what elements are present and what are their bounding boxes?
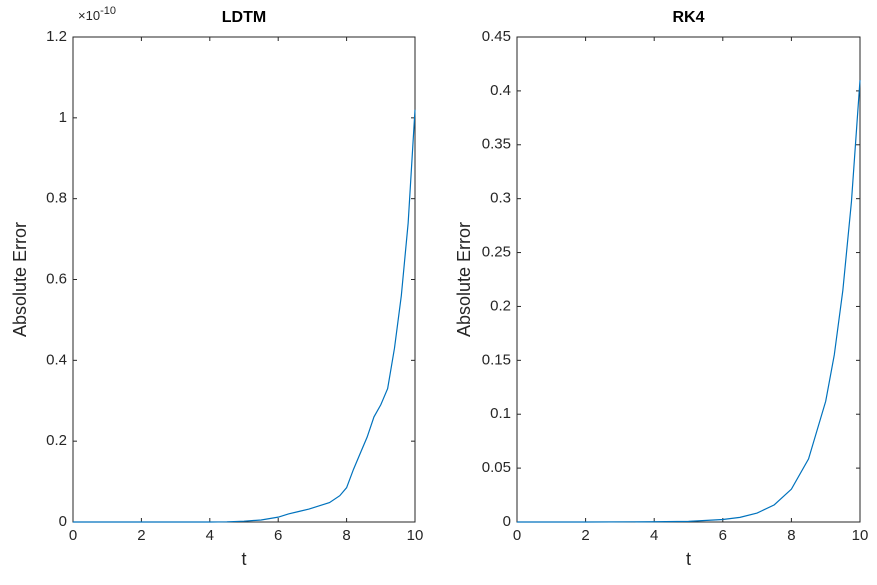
- subplot: 0 2 4 6 8 10 0 0.2 0.4 0.6 0.8 1 1.2 LDTM t Absolute Er…: [10, 5, 424, 569]
- y-tick-label: 0.3: [490, 190, 511, 207]
- x-tick-label: 2: [581, 527, 589, 544]
- y-multiplier: ×10-10: [78, 5, 116, 24]
- y-tick-label: 0.4: [46, 351, 67, 368]
- y-tick-label: 0.15: [482, 351, 511, 368]
- y-tick-label: 0: [503, 513, 511, 530]
- x-tick-label: 4: [650, 527, 658, 544]
- y-tick-label: 0.4: [490, 82, 511, 99]
- x-axis-label: t: [241, 549, 246, 569]
- y-tick-label: 1.2: [46, 28, 67, 45]
- multiplier-base: ×10: [78, 8, 100, 23]
- x-axis-label: t: [686, 549, 691, 569]
- axes-frame: [516, 36, 861, 523]
- y-tick-label: 0.45: [482, 28, 511, 45]
- y-tick-label: 0.05: [482, 459, 511, 476]
- x-tick-label: 6: [274, 527, 282, 544]
- y-tick-label: 0.25: [482, 244, 511, 261]
- y-tick-label: 0.8: [46, 190, 67, 207]
- y-axis-label: Absolute Error: [454, 222, 474, 337]
- x-tick-label: 4: [206, 527, 214, 544]
- y-tick-label: 0: [59, 513, 67, 530]
- x-tick-label: 0: [69, 527, 77, 544]
- y-tick-label: 1: [59, 109, 67, 126]
- chart-title: LDTM: [222, 9, 266, 26]
- y-tick-label: 0.6: [46, 270, 67, 287]
- axes-frame: [72, 36, 416, 523]
- x-tick-label: 0: [513, 527, 521, 544]
- y-tick-label: 0.35: [482, 136, 511, 153]
- y-axis-label: Absolute Error: [10, 222, 30, 337]
- x-tick-label: 10: [852, 527, 869, 544]
- chart-title: RK4: [672, 9, 704, 26]
- y-tick-label: 0.2: [46, 432, 67, 449]
- x-tick-label: 2: [137, 527, 145, 544]
- x-tick-label: 8: [787, 527, 795, 544]
- data-line: [516, 80, 861, 523]
- x-tick-label: 8: [342, 527, 350, 544]
- subplot: 0 2 4 6 8 10 0 0.05 0.1 0.15 0.2 0.25 0.3 0.35 0.4 0.45…: [454, 9, 869, 569]
- y-tick-label: 0.1: [490, 405, 511, 422]
- multiplier-exponent: -10: [100, 5, 116, 17]
- data-line: [73, 109, 416, 523]
- x-tick-label: 6: [719, 527, 727, 544]
- y-tick-label: 0.2: [490, 297, 511, 314]
- x-tick-label: 10: [407, 527, 424, 544]
